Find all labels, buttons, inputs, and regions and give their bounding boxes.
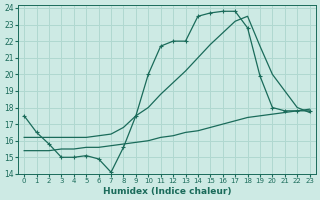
X-axis label: Humidex (Indice chaleur): Humidex (Indice chaleur) <box>103 187 231 196</box>
